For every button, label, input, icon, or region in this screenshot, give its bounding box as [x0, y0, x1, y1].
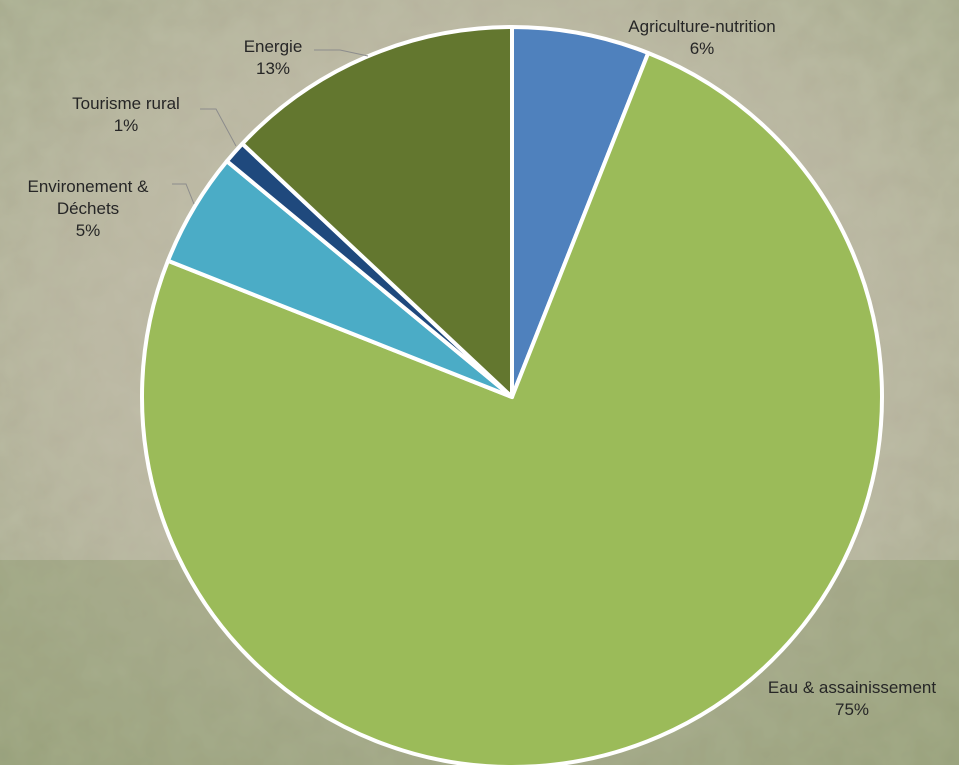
leader-lines: [172, 49, 369, 205]
data-label-category: Tourisme rural: [72, 94, 180, 113]
data-label-percent: 75%: [835, 700, 869, 719]
data-label-environement-and-dechets: Environement & Déchets 5%: [28, 177, 150, 240]
data-label-percent: 6%: [690, 39, 715, 58]
data-label-percent: 1%: [114, 116, 139, 135]
data-label-agriculture-nutrition: Agriculture-nutrition 6%: [628, 17, 775, 58]
data-label-category: Déchets: [57, 199, 119, 218]
pie-slice-energie: [240, 25, 514, 399]
data-label-tourisme-rural: Tourisme rural 1%: [72, 94, 180, 135]
pie-slice-eau-and-assainissement: [140, 50, 884, 765]
data-label-category: Environement &: [28, 177, 150, 196]
pie-slice-agriculture-nutrition: [510, 25, 651, 399]
leader-line-tourisme-rural: [200, 108, 237, 147]
data-label-category: Eau & assainissement: [768, 678, 936, 697]
data-labels: Agriculture-nutrition 6% Eau & assainissem…: [28, 17, 937, 719]
data-label-category: Agriculture-nutrition: [628, 17, 775, 36]
pie-slices: [140, 25, 884, 765]
data-label-eau-and-assainissement: Eau & assainissement 75%: [768, 678, 936, 719]
data-label-category: Energie: [244, 37, 303, 56]
data-label-percent: 5%: [76, 221, 101, 240]
data-label-percent: 13%: [256, 59, 290, 78]
leader-line-environement-and-dechets: [172, 183, 195, 205]
leader-line-energie: [314, 49, 369, 57]
data-label-energie: Energie 13%: [244, 37, 303, 78]
